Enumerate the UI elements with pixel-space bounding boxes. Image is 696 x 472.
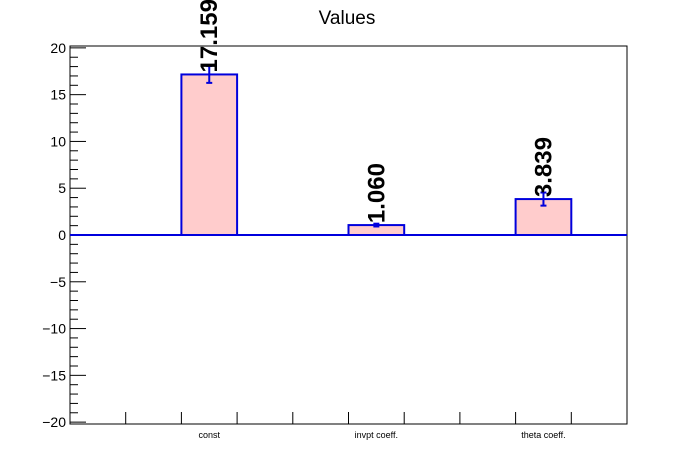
y-tick-label: −15 [42,367,66,383]
y-tick-label: 20 [50,40,66,56]
bars [180,73,573,237]
error-bars [206,65,547,228]
x-axis-ticks [125,412,572,424]
data-label: 3.839 [530,137,557,197]
y-tick-label: 15 [50,87,66,103]
category-label: const [198,430,220,440]
chart-title: Values [319,8,376,29]
bar [180,73,239,236]
category-labels: const invpt coeff. theta coeff. [198,430,565,440]
y-tick-label: 10 [50,133,66,149]
y-axis-ticks: −20 −15 −10 −5 0 5 10 15 20 [42,40,86,430]
data-labels: 17.159 1.060 3.839 [196,0,557,223]
data-label: 17.159 [196,0,223,72]
category-label: theta coeff. [521,430,565,440]
y-tick-label: −10 [42,321,66,337]
y-tick-label: 5 [58,180,66,196]
y-tick-label: 0 [58,227,66,243]
y-tick-label: −20 [42,414,66,430]
category-label: invpt coeff. [355,430,398,440]
data-label: 1.060 [363,163,390,223]
y-tick-label: −5 [50,274,66,290]
